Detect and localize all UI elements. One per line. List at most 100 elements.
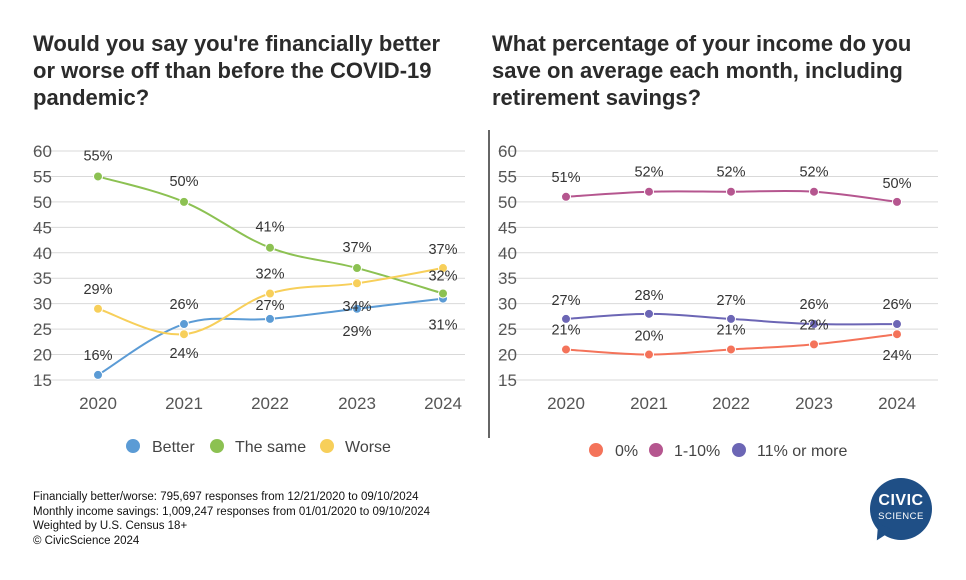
x-tick-label: 2020	[547, 394, 585, 413]
data-label: 37%	[342, 240, 371, 256]
y-tick-label: 15	[498, 371, 517, 390]
chart-left: 15 20 25 30 35 40 45 50 55 60 2020 2021 2022 2023 2024…	[33, 142, 465, 456]
chart-right-title: What percentage of your income do you sa…	[492, 31, 912, 110]
x-tick-label: 2024	[424, 394, 462, 413]
data-point	[93, 171, 103, 182]
data-label: 29%	[342, 324, 371, 340]
legend-label: Better	[152, 439, 195, 456]
y-tick-label: 30	[33, 295, 52, 314]
data-point	[93, 303, 103, 314]
data-point	[644, 349, 654, 360]
data-label: 52%	[799, 165, 828, 181]
y-tick-label: 25	[33, 320, 52, 339]
data-point	[809, 319, 819, 330]
chart-right: 15 20 25 30 35 40 45 50 55 60 2020 2021 2022 2023 2024…	[498, 142, 938, 460]
data-point	[179, 196, 189, 207]
footnotes: Financially better/worse: 795,697 respon…	[33, 490, 430, 548]
data-point	[726, 344, 736, 355]
data-point	[93, 369, 103, 380]
x-tick-label: 2021	[165, 394, 203, 413]
data-point	[352, 303, 362, 314]
data-point	[179, 319, 189, 330]
data-point	[644, 308, 654, 319]
data-label: 28%	[634, 288, 663, 304]
data-label: 37%	[428, 242, 457, 258]
data-label: 32%	[255, 266, 284, 282]
data-label: 27%	[716, 293, 745, 309]
y-tick-label: 40	[33, 244, 52, 263]
data-label: 21%	[551, 322, 580, 338]
legend-label: 11% or more	[757, 443, 848, 460]
x-tick-label: 2020	[79, 394, 117, 413]
data-point	[644, 186, 654, 197]
data-label: 51%	[551, 170, 580, 186]
data-point	[352, 263, 362, 274]
data-point	[265, 242, 275, 253]
y-tick-label: 40	[498, 244, 517, 263]
y-tick-label: 60	[498, 142, 517, 161]
legend-label: 1-10%	[674, 443, 720, 460]
data-label: 32%	[428, 268, 457, 284]
legend-label: 0%	[615, 443, 638, 460]
data-label: 52%	[716, 165, 745, 181]
data-point	[561, 191, 571, 202]
legend-marker	[589, 443, 603, 457]
x-tick-label: 2022	[712, 394, 750, 413]
y-tick-label: 50	[33, 193, 52, 212]
data-label: 41%	[255, 220, 284, 236]
data-point	[179, 329, 189, 340]
y-tick-label: 45	[33, 218, 52, 237]
data-label: 22%	[799, 317, 828, 333]
legend-marker	[210, 439, 224, 453]
x-tick-label: 2023	[338, 394, 376, 413]
y-tick-label: 50	[498, 193, 517, 212]
data-label: 24%	[882, 348, 911, 364]
data-label: 26%	[169, 297, 198, 313]
data-point	[561, 313, 571, 324]
legend-marker	[320, 439, 334, 453]
y-tick-label: 45	[498, 218, 517, 237]
data-label: 52%	[634, 165, 663, 181]
data-label: 31%	[428, 318, 457, 334]
x-tick-label: 2023	[795, 394, 833, 413]
chart-left-title: Would you say you're financially better …	[33, 31, 441, 110]
data-label: 50%	[882, 176, 911, 192]
data-label: 26%	[882, 297, 911, 313]
x-tick-label: 2022	[251, 394, 289, 413]
y-tick-label: 35	[498, 269, 517, 288]
y-tick-label: 15	[33, 371, 52, 390]
y-tick-label: 30	[498, 295, 517, 314]
y-tick-label: 20	[498, 346, 517, 365]
data-label: 34%	[342, 299, 371, 315]
data-point	[892, 319, 902, 330]
y-tick-label: 25	[498, 320, 517, 339]
data-label: 20%	[634, 329, 663, 345]
legend-label: Worse	[345, 439, 391, 456]
data-label: 27%	[551, 293, 580, 309]
y-tick-label: 55	[33, 167, 52, 186]
data-label: 24%	[169, 346, 198, 362]
data-label: 29%	[83, 282, 112, 298]
data-label: 50%	[169, 174, 198, 190]
y-tick-label: 20	[33, 346, 52, 365]
data-point	[809, 339, 819, 350]
civicscience-logo: CIVIC SCIENCE	[870, 478, 932, 545]
data-label: 27%	[255, 298, 284, 314]
data-point	[352, 278, 362, 289]
y-tick-label: 55	[498, 167, 517, 186]
data-point	[265, 288, 275, 299]
footnote-financial: Financially better/worse: 795,697 respon…	[33, 491, 419, 503]
data-point	[726, 186, 736, 197]
legend-marker	[649, 443, 663, 457]
data-label: 21%	[716, 322, 745, 338]
y-tick-label: 60	[33, 142, 52, 161]
legend-label: The same	[235, 439, 306, 456]
y-tick-label: 35	[33, 269, 52, 288]
data-point	[438, 263, 448, 274]
logo-text-science: SCIENCE	[878, 511, 924, 522]
data-point	[726, 313, 736, 324]
data-label: 26%	[799, 297, 828, 313]
logo-text-civic: CIVIC	[878, 492, 924, 509]
data-label: 16%	[83, 348, 112, 364]
